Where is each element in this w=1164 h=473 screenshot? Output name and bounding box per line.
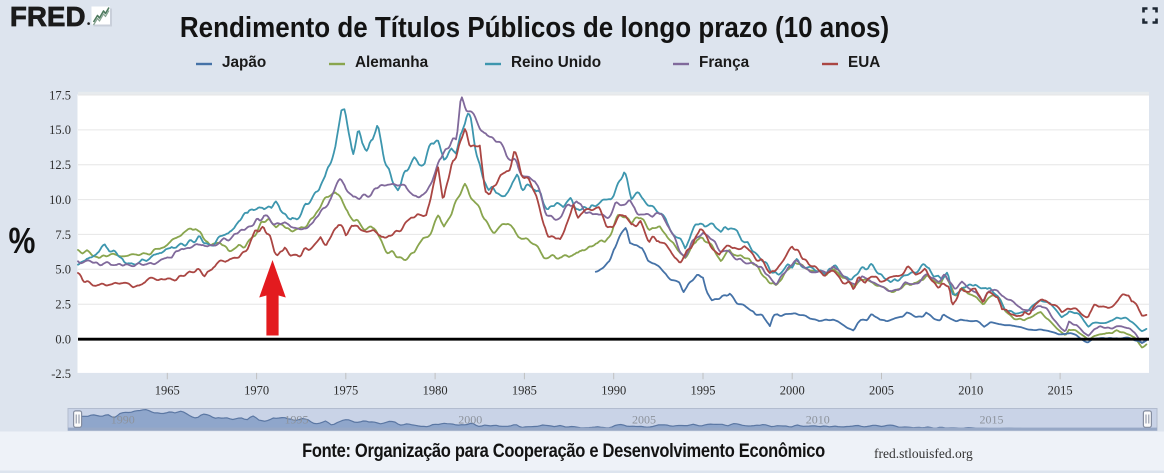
svg-text:15.0: 15.0 [49,123,71,137]
svg-text:Rendimento de Títulos Públicos: Rendimento de Títulos Públicos de longo … [180,11,889,43]
svg-text:fred.stlouisfed.org: fred.stlouisfed.org [874,446,973,461]
svg-text:1990: 1990 [601,384,626,398]
svg-text:2015: 2015 [1048,384,1073,398]
svg-text:7.5: 7.5 [55,228,71,242]
svg-text:Japão: Japão [222,54,266,71]
svg-text:17.5: 17.5 [49,88,71,102]
svg-text:2.5: 2.5 [55,298,71,312]
svg-text:2005: 2005 [869,384,894,398]
svg-text:1990: 1990 [111,413,135,427]
svg-text:FRED: FRED [10,1,86,32]
svg-text:2010: 2010 [958,384,983,398]
svg-text:Reino Unido: Reino Unido [511,54,601,71]
svg-text:%: % [9,222,36,262]
svg-text:2010: 2010 [806,413,830,427]
svg-text:2005: 2005 [632,413,656,427]
svg-text:Fonte: Organização para Cooper: Fonte: Organização para Cooperação e Des… [302,440,825,461]
svg-text:10.0: 10.0 [49,193,71,207]
svg-text:1980: 1980 [423,384,448,398]
svg-text:Alemanha: Alemanha [355,54,429,71]
svg-text:5.0: 5.0 [55,263,71,277]
svg-text:1965: 1965 [155,384,180,398]
svg-text:-2.5: -2.5 [51,367,71,381]
svg-text:1995: 1995 [285,413,309,427]
svg-text:2015: 2015 [980,413,1004,427]
svg-text:2000: 2000 [458,413,482,427]
svg-text:França: França [699,54,750,71]
svg-text:12.5: 12.5 [49,158,71,172]
svg-text:1985: 1985 [512,384,537,398]
svg-text:0.0: 0.0 [55,332,71,346]
svg-text:2000: 2000 [780,384,805,398]
svg-text:1970: 1970 [244,384,269,398]
svg-text:EUA: EUA [848,54,880,71]
svg-text:1975: 1975 [333,384,358,398]
svg-text:1995: 1995 [691,384,716,398]
